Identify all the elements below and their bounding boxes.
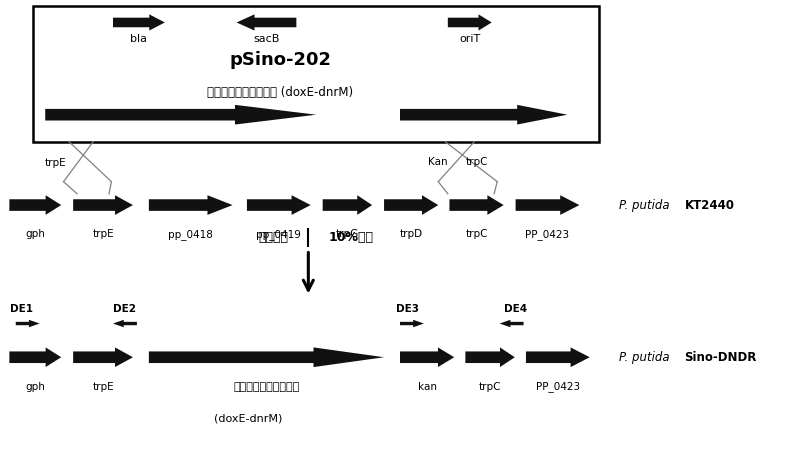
FancyArrow shape — [500, 320, 523, 327]
Bar — [34, 6, 599, 142]
Text: pp_0418: pp_0418 — [168, 229, 213, 240]
FancyArrow shape — [247, 195, 310, 215]
Text: 阿霉素生物合成基因簇: 阿霉素生物合成基因簇 — [234, 382, 299, 391]
Text: bla: bla — [130, 34, 147, 44]
FancyArrow shape — [149, 195, 233, 215]
FancyArrow shape — [73, 348, 133, 367]
Text: trpC: trpC — [479, 382, 502, 391]
Text: P. putida: P. putida — [619, 199, 670, 211]
Text: sacB: sacB — [254, 34, 280, 44]
Text: pSino-202: pSino-202 — [230, 51, 331, 69]
Text: Kan: Kan — [429, 157, 448, 167]
Text: DE4: DE4 — [504, 304, 527, 314]
Text: Sino-DNDR: Sino-DNDR — [685, 351, 757, 364]
Text: oriT: oriT — [459, 34, 480, 44]
FancyArrow shape — [448, 14, 492, 31]
FancyArrow shape — [400, 105, 567, 124]
Text: DE2: DE2 — [114, 304, 137, 314]
Text: 阿霉素生物合成基因簇 (doxE-dnrM): 阿霉素生物合成基因簇 (doxE-dnrM) — [207, 86, 354, 99]
Text: KT2440: KT2440 — [685, 199, 734, 211]
FancyArrow shape — [10, 348, 61, 367]
Text: gph: gph — [26, 229, 46, 239]
Text: DE3: DE3 — [397, 304, 419, 314]
Text: trpC: trpC — [466, 157, 489, 167]
Text: trpE: trpE — [92, 229, 114, 239]
Text: trpD: trpD — [399, 229, 422, 239]
Text: pp_0419: pp_0419 — [256, 229, 302, 240]
Text: (doxE-dnrM): (doxE-dnrM) — [214, 413, 282, 423]
FancyArrow shape — [46, 105, 316, 124]
FancyArrow shape — [73, 195, 133, 215]
FancyArrow shape — [149, 348, 384, 367]
FancyArrow shape — [113, 320, 137, 327]
FancyArrow shape — [384, 195, 438, 215]
Text: PP_0423: PP_0423 — [526, 229, 570, 240]
FancyArrow shape — [237, 14, 296, 31]
FancyArrow shape — [113, 14, 165, 31]
FancyArrow shape — [400, 348, 454, 367]
FancyArrow shape — [10, 195, 61, 215]
FancyArrow shape — [466, 348, 515, 367]
Text: trpC: trpC — [466, 229, 488, 239]
FancyArrow shape — [515, 195, 579, 215]
Text: P. putida: P. putida — [619, 351, 670, 364]
Text: DE1: DE1 — [10, 304, 33, 314]
FancyArrow shape — [16, 320, 40, 327]
FancyArrow shape — [450, 195, 504, 215]
Text: trpE: trpE — [45, 158, 66, 168]
FancyArrow shape — [526, 348, 590, 367]
FancyArrow shape — [322, 195, 372, 215]
Text: 10%蔽糖: 10%蔽糖 — [328, 231, 374, 244]
Text: trpE: trpE — [92, 382, 114, 391]
Text: PP_0423: PP_0423 — [536, 382, 580, 392]
Text: gph: gph — [26, 382, 46, 391]
Text: 卡那霉素: 卡那霉素 — [258, 231, 288, 244]
Text: kan: kan — [418, 382, 437, 391]
Text: trpG: trpG — [336, 229, 359, 239]
FancyArrow shape — [400, 320, 424, 327]
